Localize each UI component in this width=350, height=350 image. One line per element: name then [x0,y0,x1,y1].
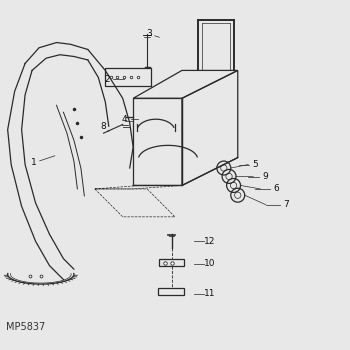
Text: 11: 11 [204,289,216,298]
Text: 12: 12 [204,237,216,246]
Text: 4: 4 [122,115,127,124]
Text: 7: 7 [284,200,289,209]
Text: 2: 2 [104,75,110,84]
Text: 1: 1 [31,158,37,167]
Text: 3: 3 [146,29,152,38]
Text: 8: 8 [101,122,106,131]
Text: 6: 6 [273,184,279,194]
Text: MP5837: MP5837 [6,322,45,332]
Text: 5: 5 [252,160,258,169]
Text: 10: 10 [204,259,216,268]
Text: 9: 9 [263,172,268,181]
